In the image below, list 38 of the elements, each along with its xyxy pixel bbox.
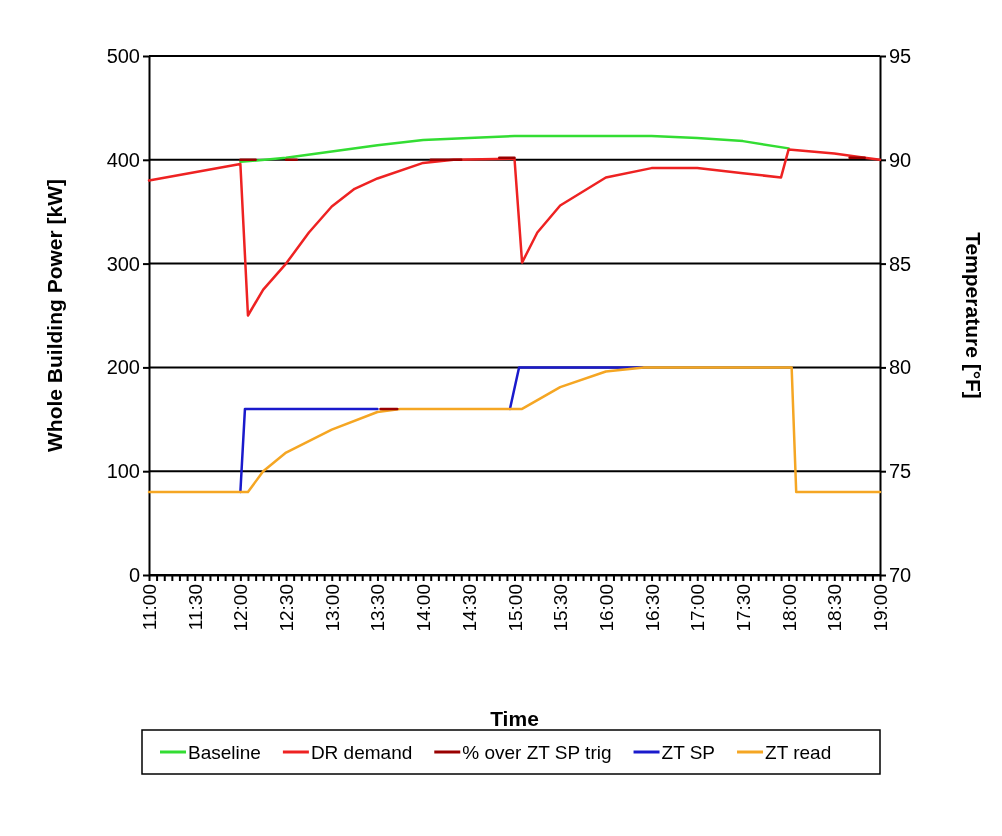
x-tick-label: 15:00: [504, 584, 526, 632]
legend-label: % over ZT SP trig: [462, 742, 612, 763]
y-tick-label: 100: [106, 460, 140, 483]
legend-label: ZT read: [765, 742, 832, 763]
legend-label: ZT SP: [661, 742, 716, 763]
line-series: [239, 134, 790, 164]
y2-tick-label: 75: [889, 460, 912, 483]
x-tick-label: 17:30: [732, 584, 754, 632]
y-tick-label: 500: [106, 44, 140, 67]
y-tick-label: 0: [128, 563, 140, 586]
y-tick-label: 200: [106, 356, 140, 379]
x-axis-title: Time: [490, 707, 539, 730]
x-tick-label: 13:30: [367, 584, 389, 632]
y2-tick-label: 70: [889, 563, 912, 586]
x-tick-label: 12:30: [276, 584, 298, 632]
y2-tick-label: 85: [889, 252, 912, 275]
x-tick-label: 16:30: [641, 584, 663, 632]
x-tick-label: 12:00: [230, 584, 252, 632]
legend-label: DR demand: [310, 742, 413, 763]
x-tick-label: 16:00: [595, 584, 617, 632]
x-tick-label: 18:30: [824, 584, 846, 632]
x-tick-label: 18:00: [778, 584, 800, 632]
y2-tick-label: 90: [889, 148, 912, 171]
x-tick-label: 13:00: [321, 584, 343, 632]
x-tick-label: 14:30: [458, 584, 480, 632]
x-tick-label: 11:00: [139, 584, 160, 631]
y-tick-label: 400: [106, 148, 140, 171]
y2-tick-label: 80: [889, 356, 912, 379]
x-tick-label: 14:00: [413, 584, 435, 632]
y2-axis-title: Temperature [°F]: [962, 232, 985, 399]
y2-tick-label: 95: [889, 44, 912, 67]
x-tick-label: 17:00: [687, 584, 709, 632]
x-tick-label: 15:30: [550, 584, 572, 632]
x-tick-label: 19:00: [870, 584, 891, 632]
y-axis-title: Whole Building Power [kW]: [43, 179, 66, 452]
x-tick-label: 11:30: [184, 584, 206, 631]
y-tick-label: 300: [106, 252, 140, 275]
legend-label: Baseline: [188, 742, 261, 763]
